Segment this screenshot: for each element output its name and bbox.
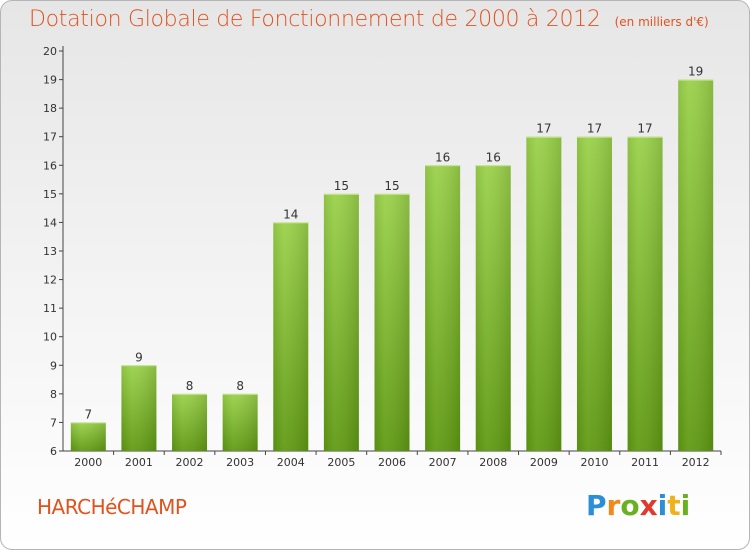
- logo-letter: t: [667, 489, 681, 522]
- y-tick-label: 18: [43, 102, 57, 115]
- bar-shade: [121, 365, 157, 451]
- logo-letter: o: [620, 489, 640, 522]
- y-tick-label: 13: [43, 245, 57, 258]
- x-tick-label: 2005: [327, 456, 355, 469]
- data-label: 17: [587, 122, 602, 136]
- x-tick-label: 2003: [226, 456, 254, 469]
- bar-shade: [323, 193, 359, 451]
- data-label: 17: [536, 122, 551, 136]
- title-unit: (en milliers d'€): [614, 15, 709, 29]
- x-tick-label: 2008: [479, 456, 507, 469]
- axes: 6 7 8 9 10 11 12 13 14 15 16 17 18 19 20 2000 2001 2002 20…: [43, 45, 722, 469]
- x-tick-label: 2007: [429, 456, 457, 469]
- logo-letter: i: [680, 489, 691, 522]
- bar-shade: [425, 165, 461, 452]
- bar-shade: [627, 136, 663, 451]
- y-tick-label: 20: [43, 45, 57, 58]
- value-labels: 7 9 8 8 14 15 15 16 16 17 17 17 19: [84, 65, 703, 422]
- data-label: 8: [186, 379, 194, 393]
- y-tick-label: 11: [43, 302, 57, 315]
- data-label: 14: [283, 207, 298, 221]
- data-label: 19: [688, 65, 703, 79]
- data-label: 16: [435, 150, 450, 164]
- data-label: 9: [135, 350, 143, 364]
- bar-shade: [678, 79, 714, 452]
- bar-shade: [526, 136, 562, 451]
- chart-title: Dotation Globale de Fonctionnement de 20…: [29, 7, 709, 32]
- bar-shade: [70, 422, 106, 451]
- logo-letter: r: [606, 489, 621, 522]
- x-tick-label: 2009: [530, 456, 558, 469]
- data-label: 15: [334, 179, 349, 193]
- data-label: 17: [637, 122, 652, 136]
- data-label: 15: [384, 179, 399, 193]
- y-tick-label: 17: [43, 131, 57, 144]
- x-tick-label: 2001: [125, 456, 153, 469]
- bar-shade: [475, 165, 511, 452]
- bar-shade: [374, 193, 410, 451]
- y-tick-label: 10: [43, 331, 57, 344]
- title-main: Dotation Globale de Fonctionnement de 20…: [29, 7, 601, 32]
- y-tick-label: 12: [43, 274, 57, 287]
- data-label: 16: [486, 150, 501, 164]
- y-tick-label: 7: [50, 416, 57, 429]
- data-label: 8: [236, 379, 244, 393]
- bar-shade: [172, 393, 208, 451]
- x-tick-label: 2002: [176, 456, 204, 469]
- logo-letter: i: [657, 489, 668, 522]
- x-tick-label: 2012: [682, 456, 710, 469]
- bar-shade: [222, 393, 258, 451]
- x-tick-label: 2004: [277, 456, 305, 469]
- x-tick-label: 2011: [631, 456, 659, 469]
- logo-letter: P: [586, 489, 607, 522]
- y-tick-label: 19: [43, 74, 57, 87]
- y-tick-label: 15: [43, 188, 57, 201]
- x-tick-label: 2006: [378, 456, 406, 469]
- logo-letter: x: [639, 489, 658, 522]
- commune-name: HARCHéCHAMP: [37, 495, 187, 519]
- y-tick-label: 9: [50, 359, 57, 372]
- bars: [70, 79, 714, 452]
- x-tick-label: 2010: [580, 456, 608, 469]
- bar-shade: [576, 136, 612, 451]
- x-tick-label: 2000: [74, 456, 102, 469]
- y-tick-label: 8: [50, 388, 57, 401]
- y-tick-label: 6: [50, 445, 57, 458]
- bar-shade: [273, 222, 309, 451]
- data-label: 7: [84, 407, 92, 421]
- proxiti-logo: Proxiti: [586, 489, 690, 522]
- y-tick-label: 14: [43, 216, 57, 229]
- y-tick-label: 16: [43, 159, 57, 172]
